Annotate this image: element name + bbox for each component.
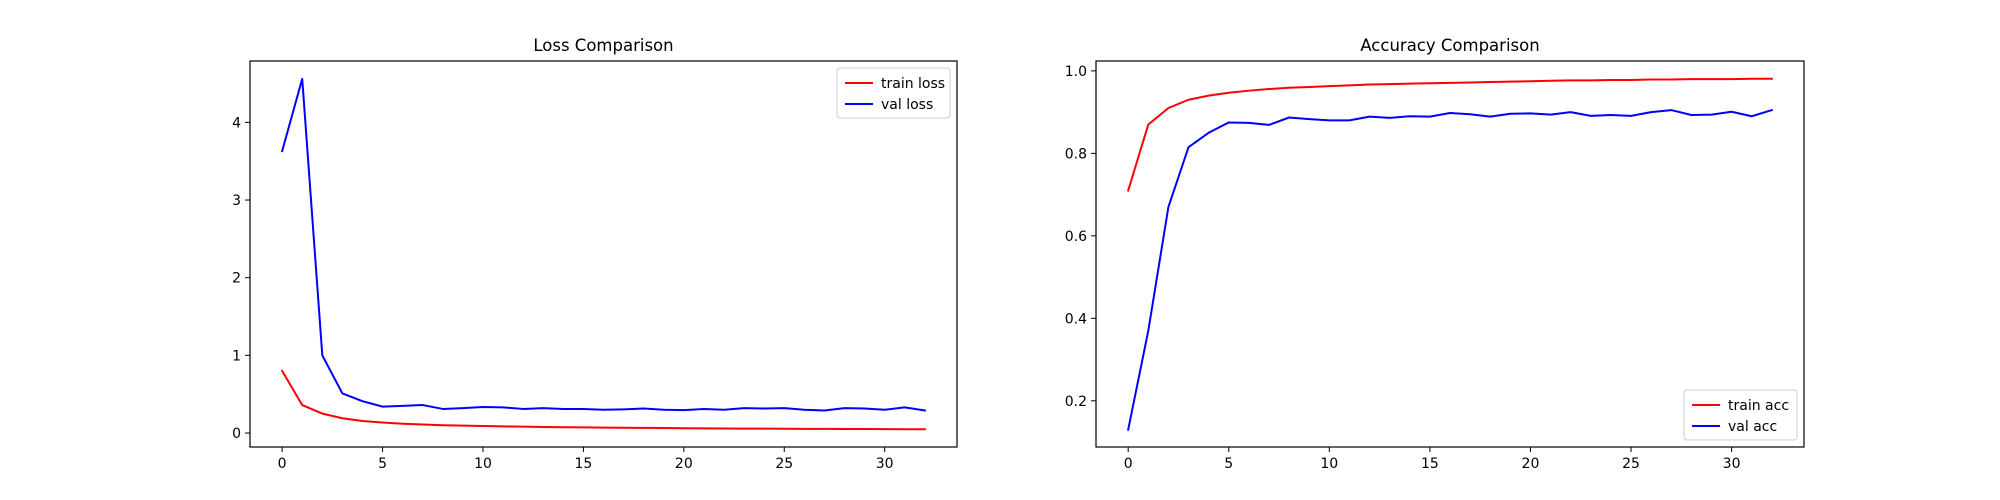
legend: train loss val loss xyxy=(836,67,951,119)
legend-label: val acc xyxy=(1728,419,1777,435)
y-tick-label: 1.0 xyxy=(1065,64,1087,80)
x-tick-label: 25 xyxy=(1622,456,1640,472)
y-tick-label: 0.2 xyxy=(1065,394,1087,410)
y-tick-label: 0.8 xyxy=(1065,146,1087,162)
legend-label: train acc xyxy=(1728,398,1789,414)
legend: train acc val acc xyxy=(1683,389,1798,441)
legend-label: train loss xyxy=(881,76,945,92)
plot-frame xyxy=(249,60,958,448)
x-tick-label: 15 xyxy=(575,456,593,472)
x-tick-label: 10 xyxy=(1320,456,1338,472)
y-tick-label: 3 xyxy=(232,193,241,209)
x-tick-label: 5 xyxy=(378,456,387,472)
x-tick-label: 20 xyxy=(1522,456,1540,472)
chart-title: Accuracy Comparison xyxy=(1360,36,1539,55)
y-tick-label: 0.4 xyxy=(1065,311,1087,327)
x-tick-label: 0 xyxy=(1124,456,1133,472)
x-tick-label: 10 xyxy=(474,456,492,472)
x-tick-label: 20 xyxy=(675,456,693,472)
x-tick-label: 5 xyxy=(1224,456,1233,472)
y-tick-label: 0.6 xyxy=(1065,229,1087,245)
x-tick-label: 0 xyxy=(278,456,287,472)
legend-box xyxy=(1683,389,1798,441)
series-line-train-loss xyxy=(280,369,926,431)
legend-label: val loss xyxy=(881,97,933,113)
y-tick-label: 1 xyxy=(232,348,241,364)
series-line-val-loss xyxy=(280,77,927,412)
x-tick-label: 25 xyxy=(775,456,793,472)
y-tick-label: 0 xyxy=(232,426,241,442)
series-line-train-acc xyxy=(1126,77,1773,192)
legend-box xyxy=(836,67,951,119)
x-tick-label: 30 xyxy=(1723,456,1741,472)
y-tick-label: 2 xyxy=(232,271,241,287)
series-line-val-acc xyxy=(1127,108,1774,431)
accuracy-chart: Accuracy Comparison 0 5 10 15 20 25 30 0.2 0.4 0.6… xyxy=(1065,36,1805,472)
chart-title: Loss Comparison xyxy=(533,36,673,55)
loss-chart: Loss Comparison 0 5 10 15 20 25 30 0 1 2 3 4 train lo… xyxy=(232,36,958,472)
x-tick-label: 15 xyxy=(1421,456,1439,472)
x-tick-label: 30 xyxy=(876,456,894,472)
y-tick-label: 4 xyxy=(232,115,241,131)
plot-frame xyxy=(1095,60,1805,448)
